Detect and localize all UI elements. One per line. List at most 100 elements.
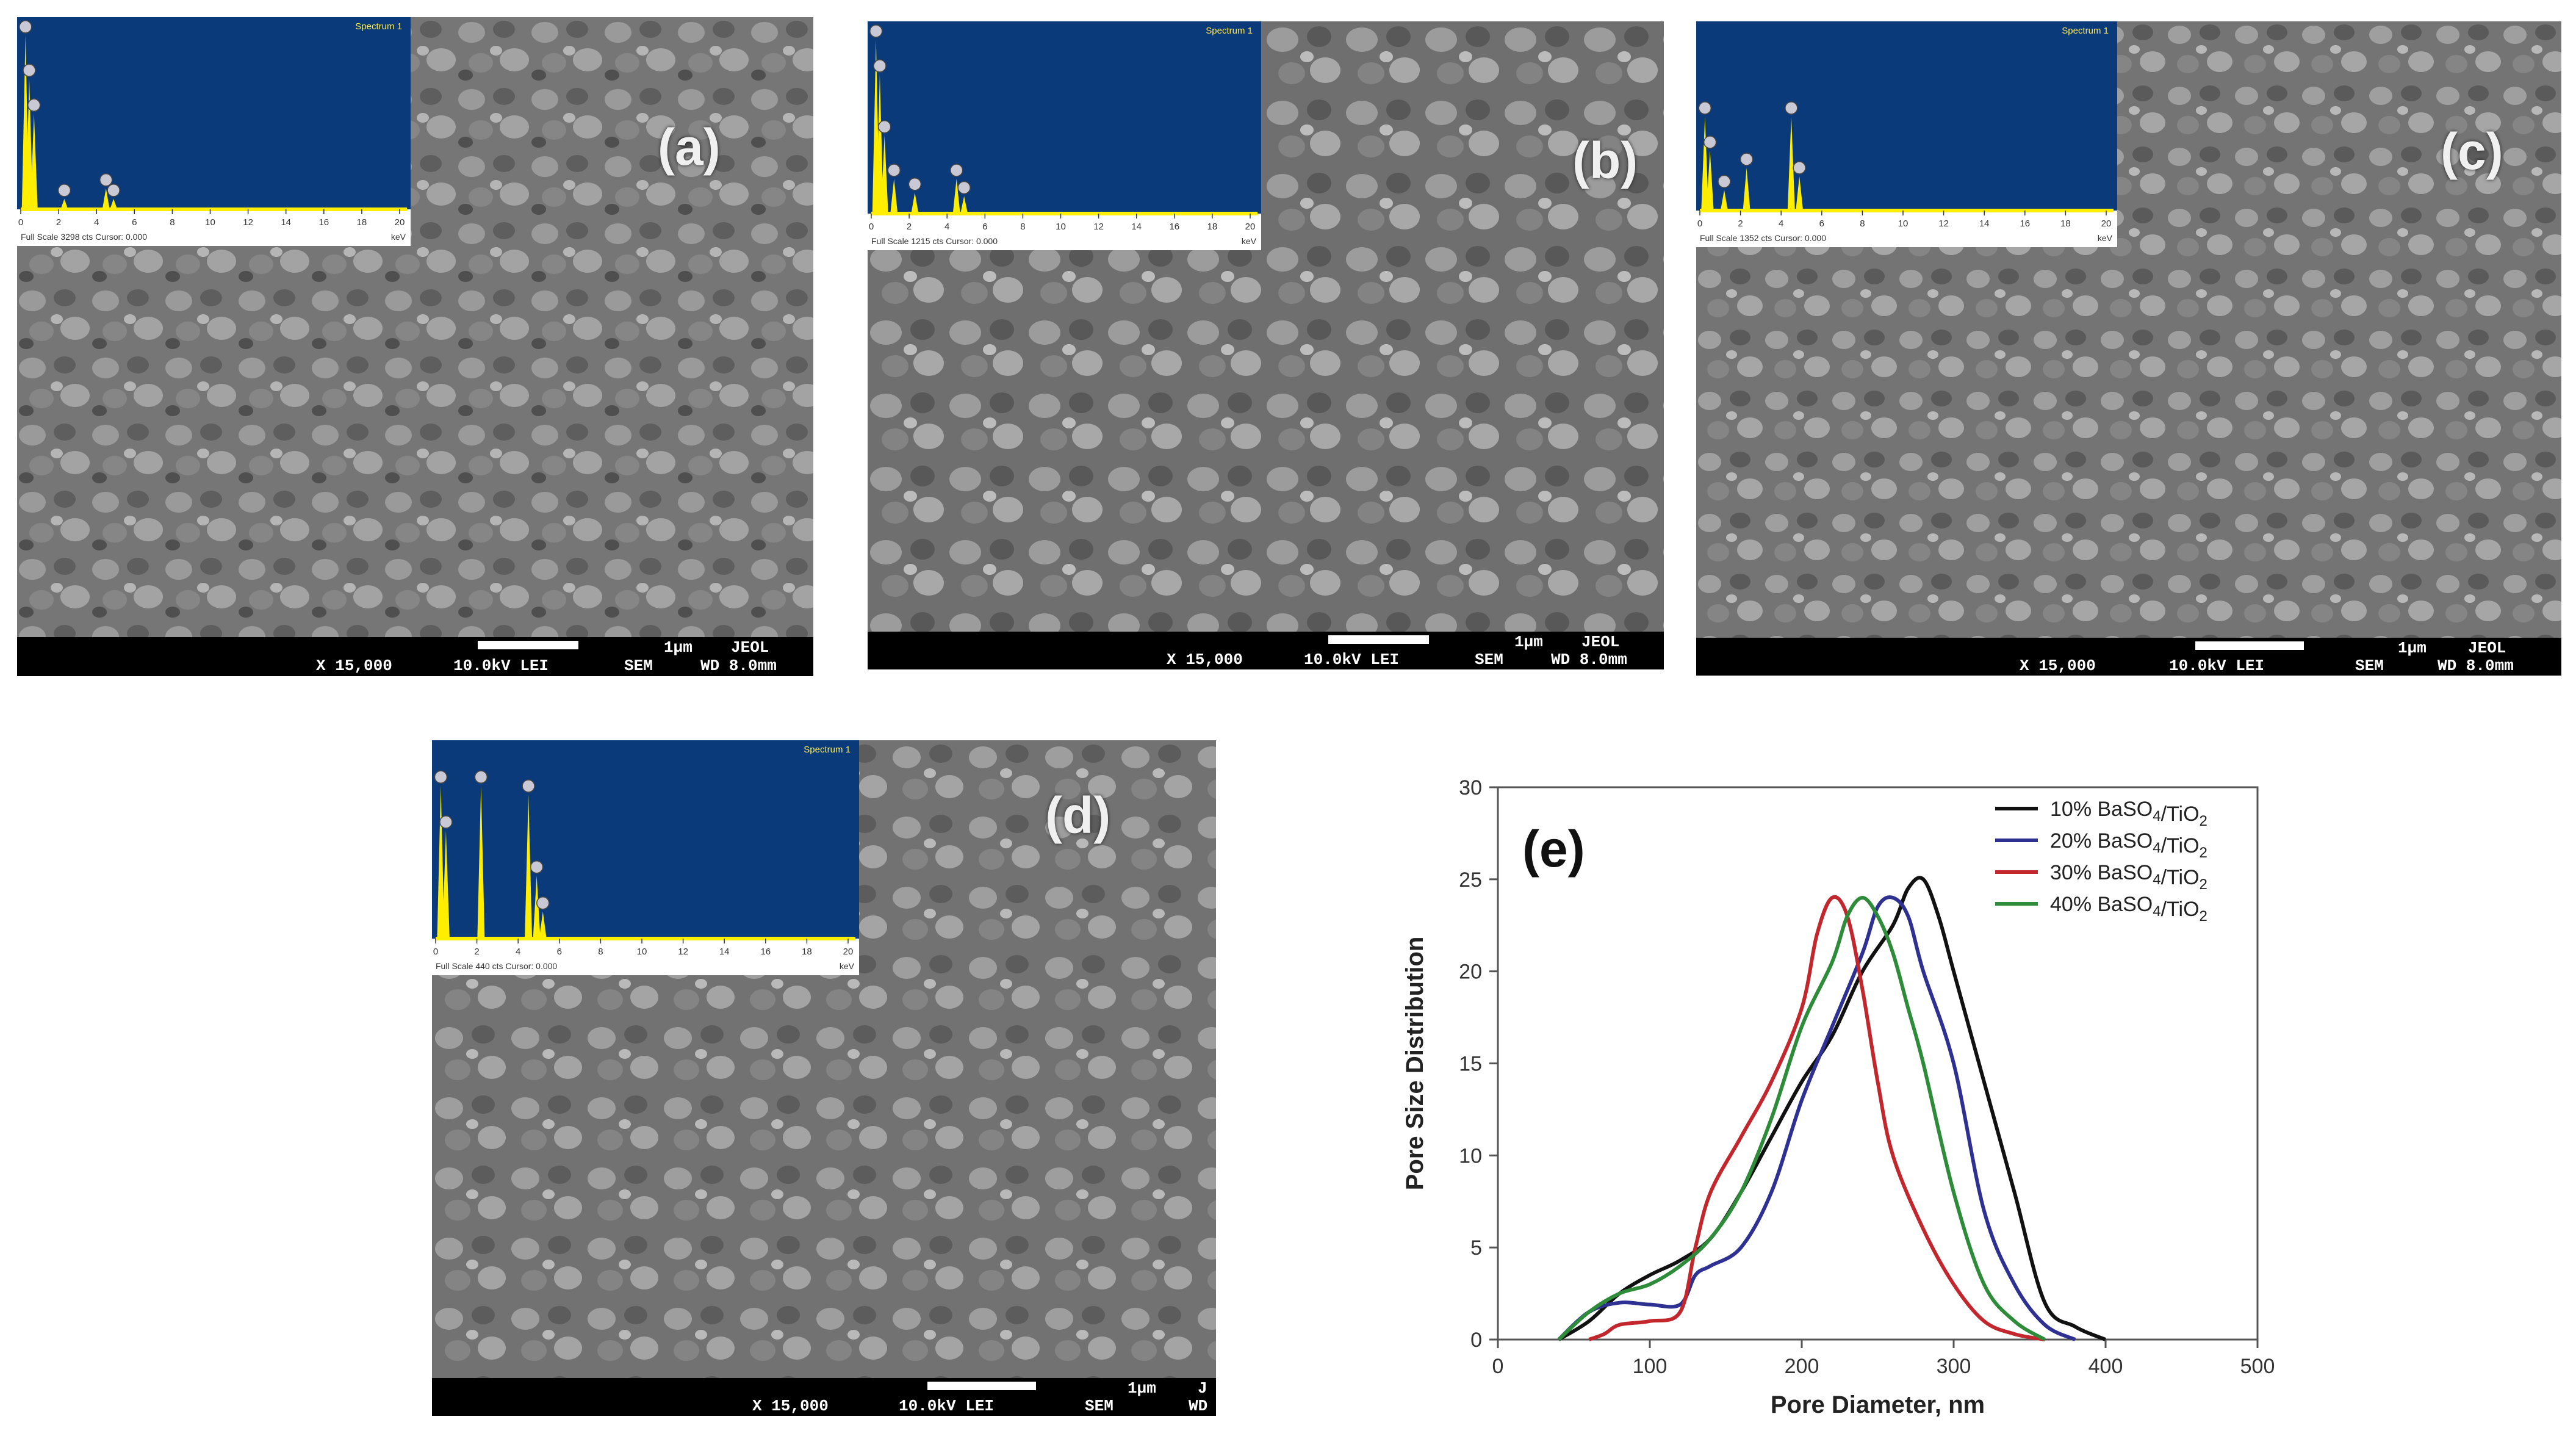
eds-peak bbox=[952, 179, 960, 214]
detector-label-a: SEM bbox=[624, 657, 653, 675]
eds-peak-marker bbox=[1793, 161, 1806, 175]
mag-label-b: X 15,000 bbox=[1167, 651, 1243, 669]
scale-label-d: 1µm bbox=[1128, 1379, 1156, 1398]
y-tick-label: 0 bbox=[1470, 1329, 1482, 1352]
eds-tick-label: 20 bbox=[395, 217, 405, 228]
sem-panel-a: Spectrum 1 0 2 4 6 8 10 12 14 16 18 20 Full Scale 32… bbox=[17, 17, 813, 676]
eds-unit: keV bbox=[840, 961, 855, 971]
eds-peak bbox=[110, 198, 118, 209]
eds-unit: keV bbox=[2098, 233, 2113, 243]
eds-peak bbox=[60, 198, 68, 209]
x-tick-label: 400 bbox=[2089, 1355, 2123, 1378]
eds-peak-marker bbox=[522, 779, 535, 793]
eds-plot-area bbox=[1696, 21, 2117, 211]
wd-label-c: WD 8.0mm bbox=[2437, 657, 2514, 675]
wd-label-a: WD 8.0mm bbox=[700, 657, 777, 675]
eds-tick-label: 0 bbox=[433, 947, 438, 957]
eds-unit: keV bbox=[391, 232, 406, 242]
eds-inset-c: Spectrum 1 0 2 4 6 8 10 12 14 16 18 20 Full Scale 13… bbox=[1696, 21, 2117, 247]
y-tick-label: 5 bbox=[1470, 1236, 1482, 1260]
eds-peak-marker bbox=[439, 815, 453, 829]
panel-label-b: (b) bbox=[1572, 132, 1638, 189]
panel-label-c: (c) bbox=[2441, 123, 2503, 180]
eds-peak-marker bbox=[869, 24, 883, 38]
series-line-4 bbox=[1557, 896, 2046, 1341]
kv-label-d: 10.0kV LEI bbox=[899, 1397, 995, 1415]
eds-tick-label: 18 bbox=[357, 217, 367, 228]
eds-tick-label: 8 bbox=[1020, 222, 1025, 232]
eds-tick-label: 20 bbox=[2101, 218, 2112, 229]
eds-footer: Full Scale 3298 cts Cursor: 0.000 bbox=[21, 232, 147, 242]
eds-peak-marker bbox=[1718, 175, 1731, 189]
eds-peak-marker bbox=[908, 178, 922, 191]
eds-tick-label: 0 bbox=[18, 217, 23, 228]
eds-tick-label: 10 bbox=[1898, 218, 1909, 229]
series-line-3 bbox=[1588, 895, 2045, 1341]
detector-label-c: SEM bbox=[2355, 657, 2384, 675]
mag-label-d: X 15,000 bbox=[752, 1397, 829, 1415]
eds-tick-label: 0 bbox=[869, 222, 874, 232]
chart-x-axis-label: Pore Diameter, nm bbox=[1771, 1391, 1985, 1418]
eds-peak bbox=[1743, 168, 1750, 211]
sem-panel-c: Spectrum 1 0 2 4 6 8 10 12 14 16 18 20 Full Scale 13… bbox=[1696, 21, 2561, 676]
eds-tick-label: 2 bbox=[907, 222, 912, 232]
kv-label-b: 10.0kV LEI bbox=[1304, 651, 1400, 669]
kv-label-c: 10.0kV LEI bbox=[2169, 657, 2265, 675]
wd-label-b: WD 8.0mm bbox=[1551, 651, 1627, 669]
scale-bar-a bbox=[478, 641, 578, 649]
eds-tick-label: 16 bbox=[318, 217, 329, 228]
eds-peak-marker bbox=[434, 770, 448, 784]
eds-plot-area bbox=[17, 17, 411, 209]
eds-peak-marker bbox=[19, 20, 32, 34]
detector-label-d: SEM bbox=[1085, 1397, 1114, 1415]
eds-peak bbox=[539, 911, 547, 939]
panel-label-e: (e) bbox=[1522, 820, 1585, 878]
eds-peak-marker bbox=[873, 59, 887, 73]
legend-label-4: 40% BaSO4/TiO2 bbox=[2050, 893, 2207, 925]
scale-label-b: 1µm bbox=[1514, 633, 1543, 651]
eds-peak bbox=[880, 135, 888, 214]
eds-tick-label: 10 bbox=[205, 217, 215, 228]
eds-peak bbox=[876, 74, 883, 214]
eds-spectrum-a: Spectrum 1 0 2 4 6 8 10 12 14 16 18 20 Full Scale 32… bbox=[17, 17, 411, 242]
series-line-1 bbox=[1558, 876, 2107, 1341]
eds-footer: Full Scale 1352 cts Cursor: 0.000 bbox=[1700, 233, 1826, 243]
eds-peak bbox=[1706, 151, 1714, 211]
eds-spectrum-title: Spectrum 1 bbox=[355, 21, 402, 32]
eds-peak bbox=[25, 79, 33, 209]
scale-bar-d bbox=[927, 1382, 1036, 1390]
eds-peak-marker bbox=[23, 63, 36, 77]
y-tick-label: 20 bbox=[1459, 961, 1482, 984]
sem-databar-a: 1µm JEOL X 15,000 10.0kV LEI SEM WD 8.0m… bbox=[17, 637, 813, 676]
eds-peak-marker bbox=[1698, 101, 1712, 115]
eds-tick-label: 0 bbox=[1697, 218, 1702, 229]
eds-tick-label: 4 bbox=[1779, 218, 1783, 229]
eds-tick-label: 6 bbox=[132, 217, 137, 228]
brand-label-c: JEOL bbox=[2468, 639, 2506, 657]
eds-peak-marker bbox=[949, 164, 963, 177]
eds-tick-label: 14 bbox=[719, 947, 730, 957]
detector-label-b: SEM bbox=[1475, 651, 1503, 669]
mag-label-c: X 15,000 bbox=[2020, 657, 2096, 675]
legend-label-2: 20% BaSO4/TiO2 bbox=[2050, 829, 2207, 861]
eds-peak bbox=[1796, 176, 1804, 211]
eds-peak bbox=[30, 114, 38, 209]
scale-label-a: 1µm bbox=[664, 638, 693, 657]
eds-tick-label: 4 bbox=[516, 947, 520, 957]
y-tick-label: 10 bbox=[1459, 1144, 1482, 1167]
series-line-2 bbox=[1557, 895, 2076, 1341]
eds-tick-label: 6 bbox=[1819, 218, 1824, 229]
eds-tick-label: 12 bbox=[1938, 218, 1949, 229]
eds-tick-label: 4 bbox=[944, 222, 949, 232]
eds-tick-label: 18 bbox=[2060, 218, 2071, 229]
scale-bar-b bbox=[1328, 635, 1429, 644]
eds-tick-label: 16 bbox=[760, 947, 771, 957]
eds-peak-marker bbox=[1703, 135, 1717, 149]
eds-tick-label: 20 bbox=[843, 947, 854, 957]
eds-tick-label: 14 bbox=[1979, 218, 1990, 229]
y-tick-label: 30 bbox=[1459, 776, 1482, 799]
eds-peak bbox=[437, 785, 445, 939]
eds-spectrum-title: Spectrum 1 bbox=[804, 745, 851, 755]
eds-footer: Full Scale 440 cts Cursor: 0.000 bbox=[436, 961, 557, 971]
eds-peak bbox=[102, 188, 110, 209]
